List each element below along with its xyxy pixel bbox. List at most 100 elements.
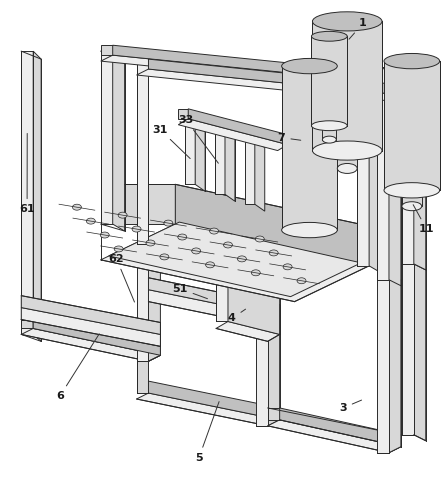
Polygon shape [215, 131, 225, 194]
Text: 7: 7 [278, 132, 301, 143]
Ellipse shape [132, 226, 141, 232]
Polygon shape [268, 420, 401, 453]
Polygon shape [101, 55, 369, 87]
Ellipse shape [384, 53, 439, 69]
Ellipse shape [311, 31, 347, 41]
Polygon shape [384, 61, 439, 190]
Polygon shape [323, 126, 336, 140]
Ellipse shape [146, 240, 155, 246]
Ellipse shape [311, 121, 347, 131]
Polygon shape [21, 320, 33, 328]
Ellipse shape [114, 246, 123, 252]
Ellipse shape [282, 222, 337, 238]
Polygon shape [137, 361, 148, 393]
Polygon shape [369, 51, 381, 273]
Ellipse shape [118, 212, 127, 218]
Text: 4: 4 [228, 309, 246, 324]
Text: 62: 62 [109, 254, 134, 302]
Polygon shape [101, 184, 175, 224]
Polygon shape [312, 22, 382, 151]
Text: 3: 3 [339, 400, 362, 413]
Polygon shape [225, 131, 235, 201]
Polygon shape [188, 109, 288, 144]
Ellipse shape [402, 202, 422, 211]
Ellipse shape [323, 136, 336, 143]
Ellipse shape [224, 242, 233, 248]
Polygon shape [337, 151, 357, 168]
Polygon shape [195, 121, 205, 192]
Polygon shape [357, 51, 369, 266]
Polygon shape [377, 280, 389, 453]
Ellipse shape [283, 264, 292, 270]
Ellipse shape [206, 262, 215, 268]
Polygon shape [148, 59, 401, 95]
Polygon shape [101, 51, 113, 224]
Polygon shape [178, 109, 188, 119]
Ellipse shape [100, 232, 109, 238]
Text: 51: 51 [172, 284, 207, 299]
Polygon shape [282, 66, 337, 230]
Polygon shape [148, 244, 160, 361]
Text: 1: 1 [349, 18, 367, 39]
Polygon shape [137, 69, 401, 101]
Polygon shape [113, 51, 125, 231]
Polygon shape [33, 51, 41, 341]
Polygon shape [21, 308, 160, 347]
Ellipse shape [269, 250, 278, 256]
Text: 33: 33 [178, 115, 218, 163]
Ellipse shape [384, 183, 439, 198]
Polygon shape [148, 381, 280, 420]
Polygon shape [33, 320, 160, 355]
Ellipse shape [210, 228, 219, 234]
Text: 31: 31 [152, 125, 190, 158]
Polygon shape [255, 141, 265, 211]
Polygon shape [21, 51, 33, 335]
Polygon shape [414, 264, 426, 441]
Text: 11: 11 [413, 204, 434, 234]
Ellipse shape [312, 141, 382, 160]
Polygon shape [245, 141, 255, 204]
Polygon shape [228, 280, 280, 335]
Ellipse shape [160, 254, 169, 260]
Ellipse shape [192, 248, 201, 254]
Polygon shape [33, 320, 160, 355]
Polygon shape [148, 278, 280, 316]
Polygon shape [377, 67, 389, 280]
Polygon shape [268, 309, 280, 426]
Ellipse shape [312, 12, 382, 31]
Ellipse shape [251, 270, 260, 276]
Polygon shape [148, 290, 280, 328]
Ellipse shape [164, 220, 173, 226]
Ellipse shape [86, 218, 95, 224]
Polygon shape [402, 264, 414, 435]
Polygon shape [113, 45, 369, 81]
Ellipse shape [178, 234, 187, 240]
Text: 61: 61 [19, 133, 35, 214]
Polygon shape [21, 328, 160, 361]
Polygon shape [178, 119, 288, 151]
Polygon shape [268, 408, 280, 420]
Text: 5: 5 [195, 402, 219, 463]
Text: 6: 6 [56, 334, 99, 401]
Ellipse shape [282, 59, 337, 74]
Polygon shape [137, 244, 148, 361]
Polygon shape [216, 280, 228, 322]
Polygon shape [137, 393, 280, 426]
Polygon shape [101, 45, 113, 55]
Polygon shape [402, 190, 422, 206]
Polygon shape [389, 67, 401, 286]
Polygon shape [21, 296, 160, 335]
Ellipse shape [255, 236, 264, 242]
Polygon shape [185, 121, 195, 184]
Ellipse shape [237, 256, 246, 262]
Polygon shape [402, 67, 414, 264]
Ellipse shape [337, 164, 357, 173]
Polygon shape [414, 67, 426, 270]
Ellipse shape [297, 278, 306, 284]
Polygon shape [101, 224, 369, 301]
Polygon shape [389, 280, 401, 453]
Polygon shape [280, 408, 401, 447]
Ellipse shape [73, 204, 82, 210]
Polygon shape [256, 309, 268, 426]
Polygon shape [137, 61, 148, 244]
